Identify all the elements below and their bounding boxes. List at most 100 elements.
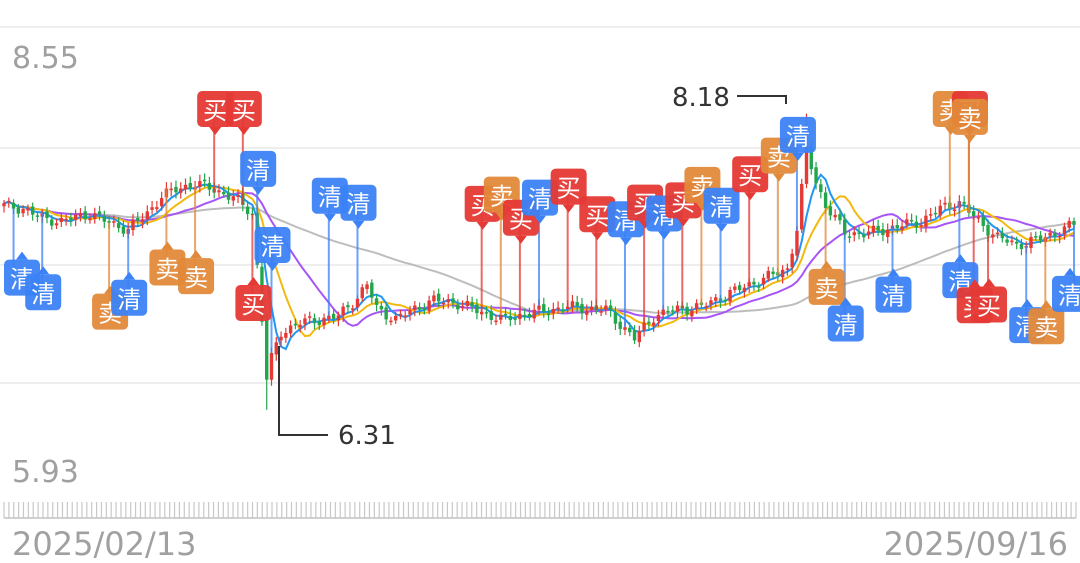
candle: [819, 178, 823, 199]
candle-body: [460, 305, 465, 308]
candle-body: [666, 310, 670, 313]
candle-body: [93, 213, 97, 219]
signal-label: 买: [585, 202, 609, 230]
candle-body: [852, 232, 856, 236]
candle-body: [279, 336, 283, 341]
signal-badge-pointer: [968, 279, 981, 288]
candle-body: [145, 211, 150, 220]
candle-body: [995, 232, 1000, 235]
candle: [365, 281, 369, 294]
high-annotation-label: 8.18: [672, 83, 730, 113]
candle-body: [470, 302, 474, 307]
signal-badge: [732, 156, 769, 193]
candle: [303, 313, 307, 331]
candle: [150, 201, 154, 215]
candle: [16, 203, 21, 218]
candle-body: [1029, 236, 1033, 248]
candle-body: [265, 320, 269, 380]
candle-body: [465, 301, 470, 306]
candle: [1062, 222, 1067, 240]
candle: [1014, 236, 1019, 250]
signal-badge-pointer: [562, 204, 575, 213]
candle: [398, 309, 403, 320]
candle: [685, 302, 689, 321]
candle-body: [761, 277, 766, 285]
candle-body: [723, 299, 727, 302]
candle-body: [747, 282, 751, 287]
candle-body: [828, 206, 833, 216]
candle: [714, 293, 718, 308]
candle-body: [136, 218, 140, 221]
candle-body: [116, 223, 121, 229]
candle-body: [379, 305, 384, 310]
candle: [374, 294, 379, 312]
signal-marker-clear: 清: [779, 116, 816, 161]
candle: [465, 295, 470, 311]
signal-marker-clear: 清: [703, 187, 740, 232]
signal-label: 清: [786, 123, 810, 151]
candle-body: [274, 342, 278, 355]
candle: [69, 212, 73, 227]
signal-marker-sell: 卖: [951, 98, 988, 143]
signal-badge-pointer: [820, 260, 833, 269]
candle: [7, 197, 11, 208]
candle: [733, 283, 737, 294]
signal-badge-pointer: [772, 173, 785, 182]
candle-body: [365, 284, 369, 290]
candle: [737, 281, 742, 295]
candle: [995, 227, 1000, 239]
candle-body: [542, 304, 546, 312]
signal-marker-buy: 买: [235, 276, 272, 321]
candle: [508, 309, 513, 327]
candle-body: [484, 312, 489, 314]
candle-body: [575, 302, 579, 306]
candle: [871, 219, 876, 237]
candle: [919, 218, 923, 232]
signal-badge-pointer: [16, 251, 28, 260]
candle: [408, 305, 412, 321]
candle-body: [843, 219, 847, 235]
signal-badge-pointer: [839, 297, 852, 306]
candle: [666, 306, 670, 316]
candle: [417, 302, 422, 316]
candle-body: [986, 224, 990, 236]
candle-body: [207, 183, 212, 190]
candle: [312, 313, 317, 330]
signal-badge: [971, 286, 1008, 323]
candle-body: [952, 209, 957, 212]
candle: [413, 300, 417, 317]
candle: [59, 213, 64, 227]
signal-badge-pointer: [123, 271, 136, 280]
candle-body: [150, 207, 154, 210]
candle: [370, 279, 374, 304]
signal-label: 卖: [815, 275, 839, 303]
candle-body: [1072, 221, 1076, 225]
candle: [336, 311, 341, 327]
signal-label: 买: [241, 291, 265, 319]
signal-badge-pointer: [963, 134, 976, 143]
signal-marker-clear: 清: [254, 227, 291, 272]
candle-body: [546, 313, 551, 316]
candle: [331, 309, 336, 324]
candle: [656, 309, 661, 327]
candle: [384, 303, 388, 325]
candle: [852, 226, 856, 242]
candle-body: [618, 321, 622, 329]
signal-badge: [311, 177, 348, 214]
candle-body: [604, 305, 608, 310]
candle-body: [422, 307, 427, 311]
candle: [580, 297, 584, 320]
candle-body: [408, 310, 412, 315]
candle: [546, 307, 551, 321]
signal-badge: [25, 274, 62, 311]
signal-badge-pointer: [983, 278, 996, 287]
candle: [833, 209, 837, 221]
candle: [88, 213, 92, 224]
signal-marker-clear: 清: [240, 150, 277, 195]
candle: [494, 314, 498, 326]
candle-body: [269, 353, 274, 380]
y-axis-max-label: 8.55: [12, 41, 79, 76]
candle-body: [360, 287, 364, 299]
signal-marker-buy: 买: [550, 168, 587, 213]
candle-body: [479, 311, 484, 315]
